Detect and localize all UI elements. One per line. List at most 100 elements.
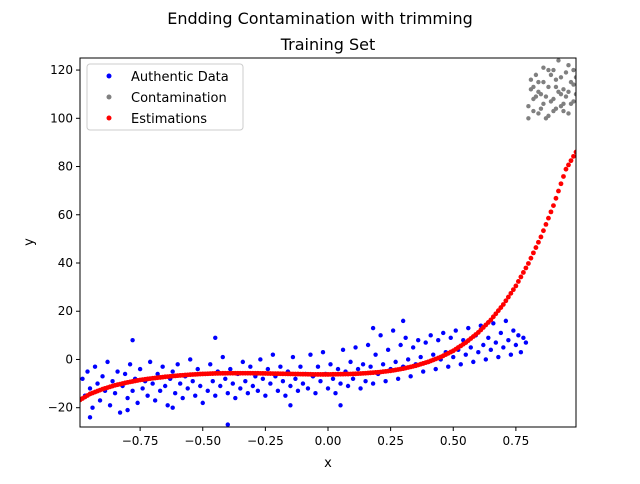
- data-point: [145, 393, 150, 398]
- y-tick-label: 100: [50, 111, 73, 125]
- data-point: [325, 386, 331, 391]
- data-point: [448, 335, 453, 340]
- data-point: [498, 330, 504, 336]
- legend-label: Contamination: [131, 91, 227, 106]
- legend-marker: [106, 73, 112, 79]
- estimation-point: [531, 250, 536, 256]
- data-point: [526, 116, 531, 121]
- data-point: [335, 366, 341, 372]
- data-point: [568, 79, 574, 85]
- data-point: [571, 67, 576, 73]
- data-point: [536, 79, 541, 85]
- data-point: [318, 378, 323, 384]
- legend-label: Authentic Data: [131, 70, 229, 85]
- data-point: [270, 352, 276, 357]
- y-tick-label: 0: [65, 352, 73, 366]
- data-point: [368, 364, 373, 369]
- data-point: [170, 405, 175, 410]
- data-point: [398, 342, 403, 348]
- estimation-point: [561, 174, 566, 179]
- data-point: [428, 333, 433, 338]
- chart-title: Training Set: [280, 35, 376, 54]
- legend: Authentic Data Contamination Estimations: [86, 63, 244, 131]
- data-point: [385, 347, 391, 353]
- estimation-point: [536, 239, 541, 245]
- data-point: [561, 87, 566, 92]
- data-point: [185, 386, 190, 391]
- estimation-point: [538, 234, 544, 240]
- estimation-point: [528, 255, 534, 261]
- data-point: [228, 366, 233, 372]
- estimation-point: [551, 203, 556, 209]
- data-point: [573, 75, 576, 80]
- estimation-point: [563, 166, 569, 172]
- data-point: [280, 378, 286, 384]
- data-point: [563, 94, 569, 99]
- data-point: [97, 398, 103, 403]
- estimation-point: [553, 195, 559, 201]
- estimation-point: [500, 302, 506, 307]
- data-point: [503, 318, 509, 324]
- data-point: [511, 328, 516, 333]
- data-point: [278, 364, 283, 369]
- data-point: [178, 381, 183, 386]
- data-point: [541, 101, 546, 107]
- estimation-point: [541, 228, 546, 234]
- y-tick-label: 120: [50, 63, 73, 77]
- data-point: [150, 381, 155, 386]
- data-point: [548, 72, 554, 78]
- data-point: [170, 369, 175, 374]
- data-point: [573, 91, 576, 97]
- data-point: [193, 393, 198, 398]
- estimation-point: [523, 265, 529, 271]
- data-point: [105, 359, 110, 365]
- data-point: [195, 366, 200, 372]
- axes: −0.75 −0.50 −0.25 0.00 0.25 0.50 0.75 −20 0 20 40 6…: [48, 57, 577, 448]
- data-point: [496, 354, 501, 360]
- data-point: [250, 383, 256, 389]
- legend-marker: [106, 94, 112, 100]
- data-point: [92, 364, 98, 369]
- data-point: [338, 381, 343, 386]
- data-point: [135, 400, 140, 406]
- data-point: [345, 383, 351, 389]
- data-point: [338, 403, 343, 408]
- data-point: [373, 352, 378, 357]
- data-point: [290, 354, 296, 360]
- data-point: [90, 405, 95, 410]
- data-point: [566, 63, 571, 68]
- data-point: [213, 393, 218, 398]
- data-point: [488, 347, 494, 353]
- data-point: [115, 369, 120, 374]
- data-point: [408, 374, 413, 379]
- data-point: [112, 391, 118, 396]
- data-point: [431, 352, 436, 357]
- data-point: [340, 347, 346, 353]
- data-point: [117, 410, 123, 415]
- data-point: [140, 386, 145, 391]
- data-point: [353, 345, 358, 350]
- data-point: [468, 345, 473, 350]
- data-point: [355, 366, 361, 372]
- y-tick-label: 80: [58, 160, 73, 174]
- data-point: [541, 79, 546, 85]
- data-point: [300, 381, 306, 386]
- data-point: [491, 321, 496, 326]
- data-point: [275, 388, 281, 394]
- y-tick-label: −20: [48, 401, 73, 415]
- data-point: [363, 378, 368, 384]
- estimation-point: [510, 287, 516, 293]
- data-point: [533, 94, 539, 99]
- data-point: [127, 362, 133, 367]
- data-point: [200, 400, 205, 406]
- data-point: [551, 108, 556, 114]
- data-point: [157, 388, 163, 394]
- estimation-point: [520, 270, 526, 275]
- estimation-point: [558, 181, 564, 187]
- data-point: [561, 108, 566, 114]
- data-point: [223, 376, 228, 381]
- data-point: [320, 350, 326, 355]
- data-point: [378, 333, 383, 338]
- data-point: [458, 362, 463, 367]
